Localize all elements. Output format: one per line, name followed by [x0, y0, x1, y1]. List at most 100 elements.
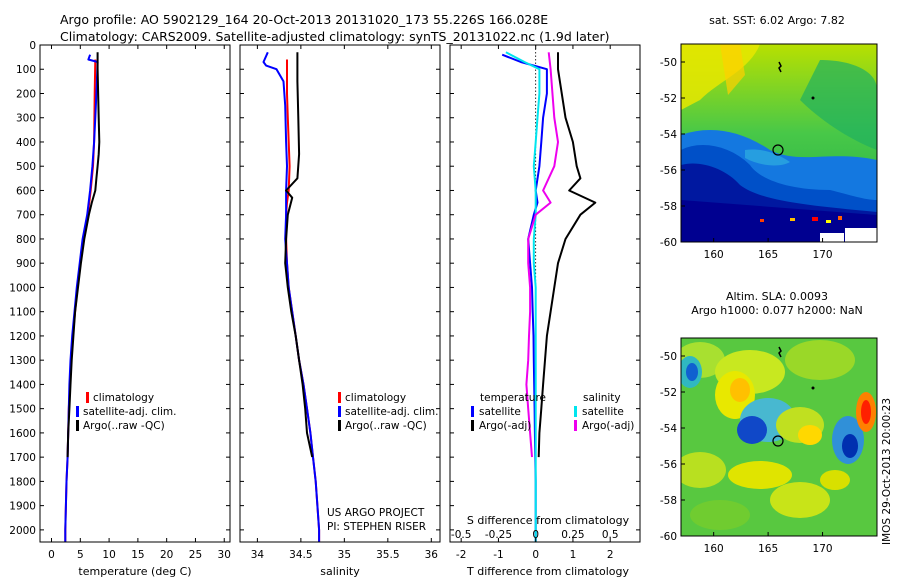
- x-tick-label: 2: [607, 549, 614, 561]
- lat-tick-label: -60: [660, 237, 677, 249]
- x-tick-label: 25: [189, 549, 202, 561]
- s-diff-tick-label: -0.5: [451, 529, 472, 541]
- depth-tick-label: 1300: [9, 355, 36, 367]
- lon-tick-label: 160: [704, 249, 724, 261]
- x-tick-label: 0: [48, 549, 55, 561]
- profile-line-satellite: [501, 53, 548, 542]
- salinity-panel: 34 34.5 35 35.5 36 salinity climatology sate…: [239, 44, 441, 578]
- temperature-panel: 0100200300400500600700800900100011001200…: [9, 40, 231, 578]
- depth-tick-label: 700: [16, 210, 36, 222]
- lon-tick-label: 170: [813, 543, 833, 555]
- lon-tick-label: 170: [813, 249, 833, 261]
- depth-tick-label: 0: [29, 40, 36, 52]
- depth-tick-label: 900: [16, 258, 36, 270]
- lat-tick-label: -58: [660, 201, 677, 213]
- lat-tick-label: -56: [660, 459, 677, 471]
- depth-tick-label: 500: [16, 161, 36, 173]
- sst-argo-marker: [772, 144, 784, 156]
- s-diff-tick-label: 0: [532, 529, 539, 541]
- depth-tick-label: 800: [16, 234, 36, 246]
- x-tick-label: -1: [493, 549, 503, 561]
- difference-panel: -2 -1 0 1 2 -0.5 -0.25 0 0.25 0.5 S difference f…: [449, 44, 641, 578]
- sst-map-title: sat. SST: 6.02 Argo: 7.82: [709, 14, 845, 27]
- x-tick-label: 34.5: [289, 549, 312, 561]
- depth-tick-label: 600: [16, 185, 36, 197]
- depth-tick-label: 1700: [9, 452, 36, 464]
- x-tick-label: 35: [338, 549, 351, 561]
- depth-tick-label: 1000: [9, 282, 36, 294]
- legend-climatology-s: climatology: [345, 392, 406, 404]
- s-diff-tick-label: -0.25: [485, 529, 512, 541]
- lat-tick-label: -50: [660, 57, 677, 69]
- t-difference-axis-label: T difference from climatology: [466, 565, 629, 578]
- profile-line-climatology: [64, 59, 97, 542]
- depth-tick-label: 1200: [9, 331, 36, 343]
- x-tick-label: -2: [456, 549, 466, 561]
- x-tick-label: 5: [77, 549, 84, 561]
- x-tick-label: 20: [160, 549, 173, 561]
- s-diff-tick-label: 0.5: [602, 529, 619, 541]
- lat-tick-label: -56: [660, 165, 677, 177]
- lat-tick-label: -54: [660, 423, 677, 435]
- profile-line-argo-raw-qc-: [66, 52, 101, 458]
- depth-tick-label: 1600: [9, 428, 36, 440]
- lat-tick-label: -58: [660, 495, 677, 507]
- legend-salinity-title: salinity: [583, 392, 621, 404]
- s-diff-tick-label: 0.25: [561, 529, 584, 541]
- profile-line-argo-adj-: [537, 52, 597, 458]
- header-line-1: Argo profile: AO 5902129_164 20-Oct-2013…: [60, 12, 548, 27]
- depth-tick-label: 2000: [9, 525, 36, 537]
- legend-climatology: climatology: [93, 392, 154, 404]
- profile-line-satellite-adj-clim-: [262, 51, 321, 542]
- legend-t-argo: Argo(-adj): [479, 420, 531, 432]
- lon-tick-label: 165: [758, 543, 778, 555]
- x-tick-label: 34: [251, 549, 265, 561]
- sst-map: sat. SST: 6.02 Argo: 7.82 -50 -52 -54 -56 -5…: [660, 14, 878, 261]
- imos-credit: IMOS 29-Oct-2013 20:00:23: [881, 398, 893, 545]
- profile-line-argo-raw-qc-: [284, 52, 314, 458]
- header-line-2: Climatology: CARS2009. Satellite-adjuste…: [60, 29, 610, 44]
- depth-tick-label: 1900: [9, 501, 36, 513]
- pi-note: PI: STEPHEN RISER: [327, 521, 426, 533]
- temperature-axis-label: temperature (deg C): [78, 565, 191, 578]
- lat-tick-label: -52: [660, 93, 677, 105]
- x-tick-label: 0: [532, 549, 539, 561]
- legend-satellite-adj: satellite-adj. clim.: [83, 406, 176, 418]
- x-tick-label: 35.5: [376, 549, 399, 561]
- x-tick-label: 1: [570, 549, 577, 561]
- depth-tick-label: 1500: [9, 404, 36, 416]
- s-difference-axis-label: S difference from climatology: [467, 514, 630, 527]
- sla-map-title: Altim. SLA: 0.0093: [726, 290, 828, 303]
- project-note: US ARGO PROJECT: [327, 507, 425, 519]
- temperature-legend: climatology satellite-adj. clim. Argo(..…: [76, 392, 176, 432]
- salinity-axis-label: salinity: [320, 565, 360, 578]
- depth-tick-label: 1100: [9, 307, 36, 319]
- x-tick-label: 36: [425, 549, 439, 561]
- sla-argo-marker: [772, 435, 784, 447]
- legend-satellite-adj-s: satellite-adj. clim.: [345, 406, 438, 418]
- lat-tick-label: -52: [660, 387, 677, 399]
- lat-tick-label: -54: [660, 129, 677, 141]
- depth-tick-label: 100: [16, 64, 36, 76]
- profile-line-satellite: [505, 51, 541, 542]
- x-tick-label: 10: [102, 549, 115, 561]
- x-tick-label: 15: [131, 549, 144, 561]
- legend-s-satellite: satellite: [582, 406, 624, 418]
- legend-argo-s: Argo(..raw -QC): [345, 420, 427, 432]
- lat-tick-label: -50: [660, 351, 677, 363]
- depth-tick-label: 1800: [9, 476, 36, 488]
- depth-tick-label: 1400: [9, 379, 36, 391]
- difference-legend: temperature satellite Argo(-adj) salinit…: [471, 392, 634, 432]
- depth-tick-label: 400: [16, 137, 36, 149]
- legend-argo: Argo(..raw -QC): [83, 420, 165, 432]
- lon-tick-label: 160: [704, 543, 724, 555]
- legend-t-satellite: satellite: [479, 406, 521, 418]
- legend-s-argo: Argo(-adj): [582, 420, 634, 432]
- profile-line-satellite-adj-clim-: [64, 54, 99, 542]
- depth-tick-label: 300: [16, 113, 36, 125]
- profile-line-argo-adj-: [525, 52, 559, 458]
- sla-map: Altim. SLA: 0.0093 Argo h1000: 0.077 h20…: [660, 290, 878, 555]
- sla-map-subtitle: Argo h1000: 0.077 h2000: NaN: [691, 304, 863, 317]
- legend-temperature-title: temperature: [480, 392, 546, 404]
